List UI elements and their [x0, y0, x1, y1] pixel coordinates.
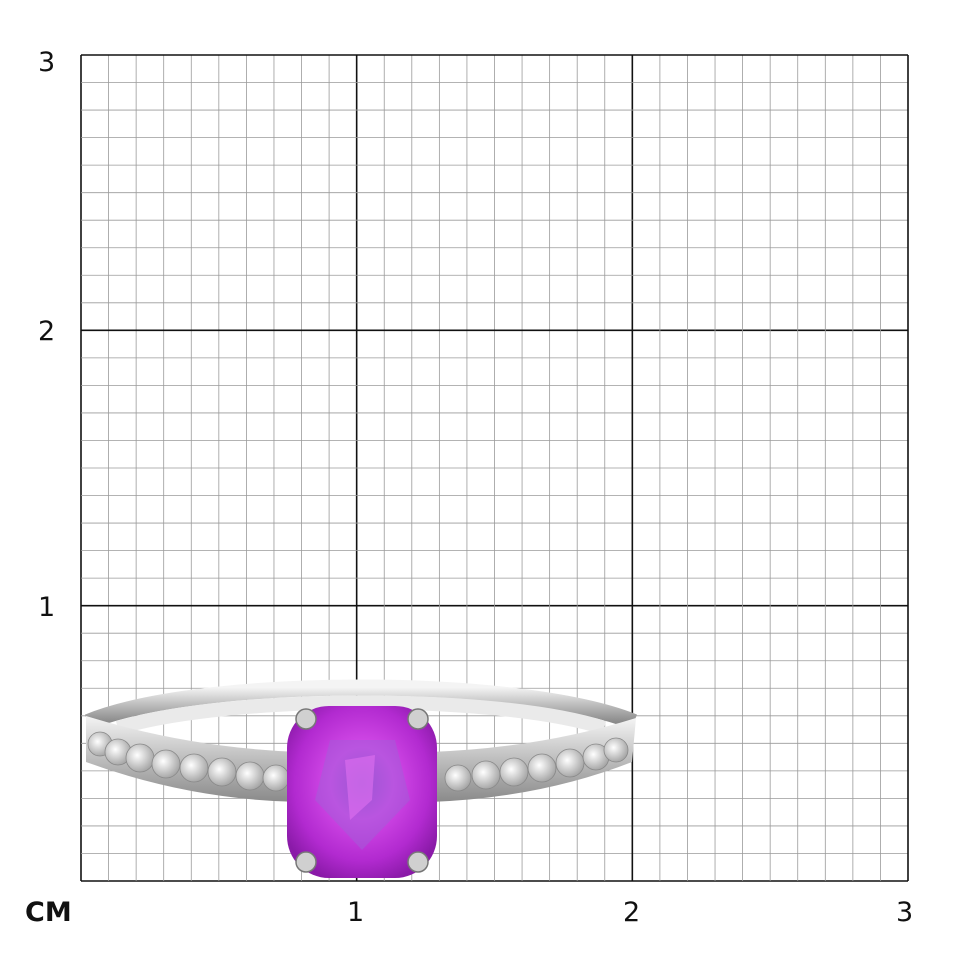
ring-band-back	[84, 679, 637, 735]
diamond	[444, 764, 472, 792]
y-tick-2: 2	[38, 316, 56, 347]
x-tick-3: 3	[896, 897, 914, 928]
unit-label: CM	[25, 897, 72, 928]
y-tick-3: 3	[38, 47, 56, 78]
x-tick-1: 1	[347, 897, 365, 928]
diamond	[262, 764, 290, 792]
diamond	[555, 748, 585, 778]
diamond	[527, 753, 557, 783]
diamond	[207, 757, 237, 787]
diamond	[499, 757, 529, 787]
diamond	[603, 737, 629, 763]
diamond	[235, 761, 265, 791]
diamond	[125, 743, 155, 773]
pave-diamonds	[87, 731, 629, 792]
y-tick-1: 1	[38, 592, 56, 623]
prongs	[295, 708, 429, 873]
diamond	[471, 760, 501, 790]
diamond	[151, 749, 181, 779]
diamond	[179, 753, 209, 783]
x-tick-2: 2	[623, 897, 641, 928]
center-stone	[287, 706, 437, 878]
